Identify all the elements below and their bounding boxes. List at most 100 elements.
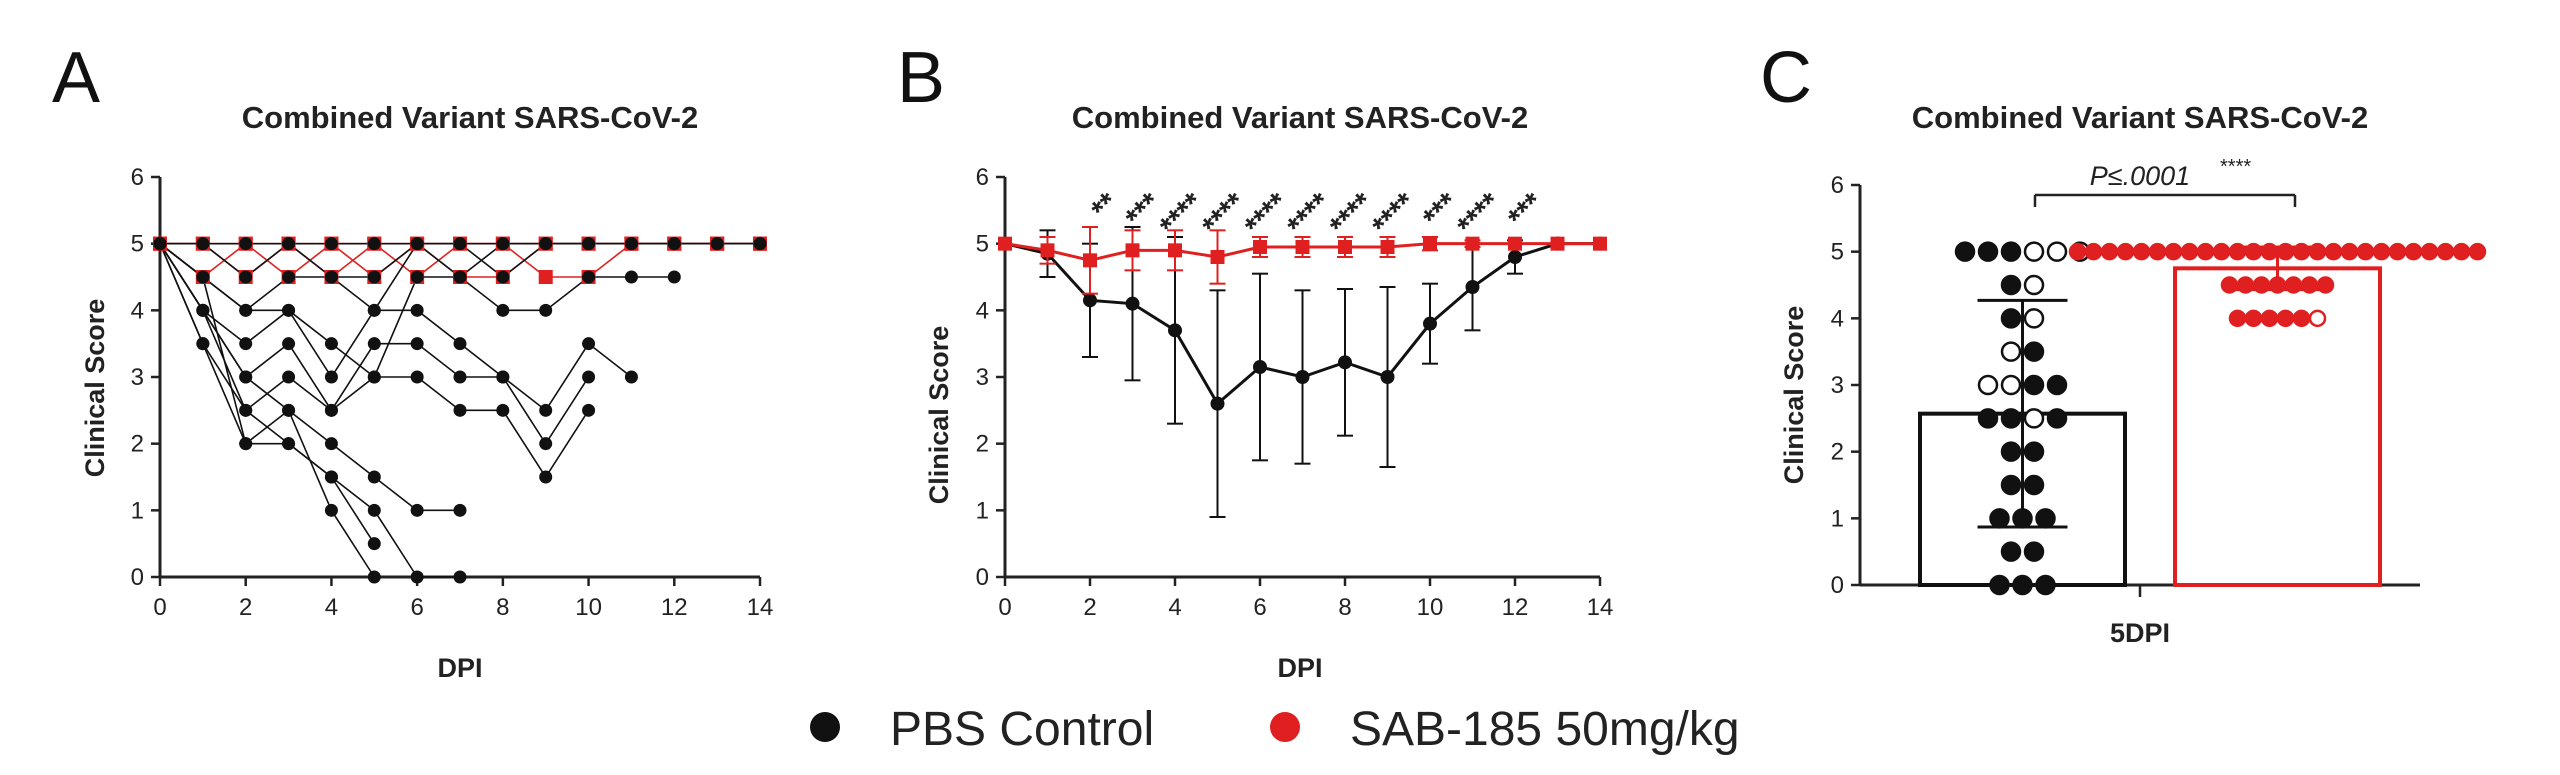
panel-letter-c: C [1760,38,1812,118]
panel-a-point [753,237,767,251]
panel-a-point [239,337,253,351]
panel-b-point [1338,240,1352,254]
panel-a-point [367,503,381,517]
panel-c-point [2404,242,2423,261]
panel-b-x-tick-label: 2 [1083,594,1096,621]
panel-c-y-label: Clinical Score [1779,306,1809,485]
panel-a-point [453,270,467,284]
panel-a-y-tick-label: 3 [131,364,144,391]
panel-c: Combined Variant SARS-CoV-2 0 1 2 3 4 5 6 P≤.0… [1779,100,2487,648]
panel-a-point [453,570,467,584]
panel-b-point [1550,236,1565,251]
panel-c-point [2023,274,2045,296]
panel-b-title: Combined Variant SARS-CoV-2 [1072,100,1528,135]
panel-c-bars [1918,241,2487,596]
panel-c-point [2023,308,2045,329]
panel-b-significance-label: **** [1451,186,1508,243]
panel-a-x-tick-label: 8 [496,594,509,621]
panel-a-point [196,337,210,351]
panel-a-x-tick-label: 2 [239,594,252,621]
panel-a-point [239,403,253,417]
panel-a-y-tick-label: 6 [131,164,144,191]
panel-b-significance-label: **** [1366,186,1423,243]
panel-c-y-tick-label: 0 [1831,572,1844,599]
panel-c-point [2046,408,2068,429]
panel-b-point [1338,355,1352,370]
panel-a-point [539,303,553,317]
panel-a-point [453,503,467,517]
panel-a-x-tick-label: 14 [747,594,774,621]
panel-b-x-tick-label: 8 [1338,594,1351,621]
panel-b-point [1295,370,1310,384]
panel-b-y-tick-label: 0 [976,564,989,591]
panel-a-point [324,437,338,451]
panel-c-point [2356,242,2375,261]
panel-b-point [1253,240,1267,254]
panel-b-x-tick-label: 0 [998,594,1011,621]
panel-a-x-label: DPI [437,653,482,683]
panel-a-series-line [159,243,375,545]
panel-a-point [324,237,338,251]
panel-a-x-tick-label: 0 [153,594,166,621]
panel-c-point [2196,242,2215,261]
panel-c-point [1954,241,1976,262]
panel-a-point [324,403,338,417]
panel-a-point [324,503,338,517]
panel-c-y-tick-label: 6 [1831,172,1844,199]
panel-a-point [282,403,296,417]
panel-a-point [410,570,424,584]
panel-b-point [1168,323,1182,338]
panel-a-point [282,437,296,451]
panel-b-point [1168,243,1182,258]
panel-c-point [2000,241,2022,262]
panel-c-point [2023,441,2045,462]
panel-c-point [2308,309,2327,328]
panel-c-y-tick-label: 2 [1831,439,1844,466]
panel-c-point [2000,374,2022,396]
panel-b-point [1083,293,1097,308]
panel-a-point [539,470,553,484]
panel-b-x-label: DPI [1277,653,1322,683]
panel-b-point [1465,236,1480,251]
panel-a-point [324,270,338,284]
sig-stars: **** [2220,156,2251,178]
panel-b-y-tick-label: 6 [976,164,989,191]
panel-b-point [1210,396,1225,411]
panel-a-point [324,370,338,384]
panel-a-point [282,370,296,384]
panel-b-point [1125,243,1140,258]
panel-b-point [1210,250,1225,264]
panel-c-point [2000,441,2022,462]
panel-a-point [453,403,467,417]
panel-b-significance-label: *** [1502,186,1550,234]
panel-b-point [1593,236,1607,251]
panel-c-title: Combined Variant SARS-CoV-2 [1912,100,2368,135]
panel-a-x-tick-label: 10 [575,594,602,621]
panel-a-y-tick-label: 2 [131,431,144,458]
panel-c-point [2035,574,2056,596]
panel-a-point [367,270,381,284]
panel-a-point [324,470,338,484]
panel-a-point [539,403,553,417]
panel-a-point [282,303,296,317]
panel-c-point [2046,374,2068,396]
panel-c-point [2292,309,2311,328]
panel-a-point [667,270,681,284]
panel-a-point [196,303,210,317]
panel-a-point [367,470,381,484]
panel-a-point [239,370,253,384]
panel-b-point [1380,240,1395,254]
panel-a-point [582,337,596,351]
panel-b-point [998,236,1012,251]
panel-a-point [624,270,638,284]
panel-a-point [539,437,553,451]
panel-b-x-tick-label: 4 [1168,594,1181,621]
panel-b-x-tick-label: 12 [1502,594,1529,621]
panel-c-point [1977,241,1999,262]
panel-c-y-tick-label: 3 [1831,372,1844,399]
panel-b-point [1253,360,1267,374]
panel-c-point [2468,242,2487,261]
panel-b-x-tick-label: 10 [1417,594,1444,621]
